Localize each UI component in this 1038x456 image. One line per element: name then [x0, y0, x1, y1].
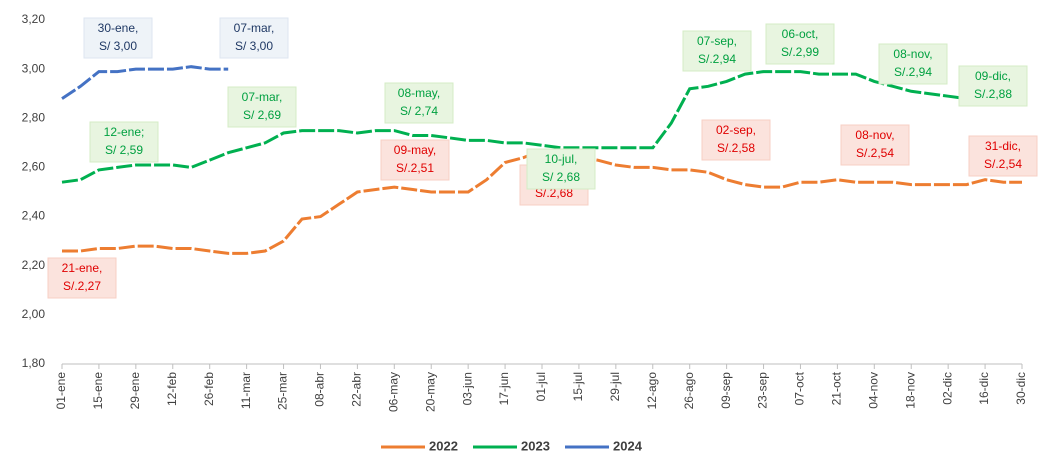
annotation-box: [219, 17, 289, 59]
annotation-text: S/.2,88: [974, 87, 1012, 101]
x-tick-label: 20-may: [423, 372, 437, 412]
y-tick-label: 2,00: [22, 307, 46, 321]
annotation-text: 21-ene,: [62, 261, 103, 275]
annotation-box: [765, 23, 835, 65]
annotation-text: S/.2,54: [984, 157, 1022, 171]
y-tick-label: 2,40: [22, 209, 46, 223]
series-line: [61, 70, 1022, 184]
annotation-text: 12-ene;: [104, 125, 145, 139]
annotation-text: 07-sep,: [697, 34, 737, 48]
annotation-box: [380, 139, 450, 181]
x-tick-label: 29-jul: [608, 372, 622, 401]
annotation-text: 10-jul,: [545, 152, 578, 166]
x-tick-label: 22-abr: [350, 372, 364, 407]
x-tick-label: 30-dic: [1014, 372, 1028, 405]
annotation-text: S/ 2,69: [243, 108, 281, 122]
annotation-box: [958, 65, 1028, 107]
series-line: [61, 65, 229, 100]
annotation-text: S/ 2,59: [105, 143, 143, 157]
x-tick-label: 06-may: [386, 372, 400, 412]
x-tick-label: 01-jul: [534, 372, 548, 401]
x-tick-label: 07-oct: [793, 371, 807, 405]
x-tick-label: 29-ene: [128, 372, 142, 410]
annotation-text: 02-sep,: [716, 123, 756, 137]
annotation-text: S/.2,94: [698, 52, 736, 66]
annotation-box: [526, 148, 596, 190]
annotation-text: S/.2,68: [535, 186, 573, 200]
annotation-box: [878, 43, 948, 85]
x-tick-label: 26-ago: [682, 372, 696, 410]
annotation-text: S/.2,51: [396, 161, 434, 175]
y-tick-label: 2,80: [22, 110, 46, 124]
annotation-box: [89, 121, 159, 163]
y-tick-label: 3,20: [22, 12, 46, 26]
x-tick-label: 02-dic: [940, 372, 954, 405]
x-tick-label: 12-ago: [645, 372, 659, 410]
annotation-box: [701, 119, 771, 161]
x-tick-label: 12-feb: [165, 372, 179, 406]
annotation-text: 08-may,: [398, 86, 440, 100]
x-tick-label: 23-sep: [756, 372, 770, 409]
legend-label: 2022: [429, 438, 458, 453]
x-tick-label: 11-mar: [239, 372, 253, 409]
annotation-text: 06-oct,: [782, 27, 819, 41]
annotation-text: 09-dic,: [975, 69, 1011, 83]
annotation-text: S/.2,58: [717, 141, 755, 155]
annotation-text: S/.2,94: [894, 65, 932, 79]
y-tick-label: 1,80: [22, 356, 46, 370]
x-tick-label: 16-dic: [977, 372, 991, 405]
annotation-box: [83, 17, 153, 59]
x-tick-label: 08-abr: [313, 372, 327, 407]
annotation-text: S/ 2,74: [400, 104, 438, 118]
annotation-text: S/ 3,00: [235, 39, 273, 53]
x-tick-label: 01-ene: [54, 372, 68, 410]
annotation-text: 07-mar,: [242, 90, 283, 104]
annotation-text: 09-may,: [394, 143, 436, 157]
x-tick-label: 26-feb: [202, 372, 216, 406]
annotation-text: S/.2,54: [856, 146, 894, 160]
annotation-text: S/.2,27: [63, 279, 101, 293]
annotation-text: S/ 3,00: [99, 39, 137, 53]
annotation-text: S/ 2,68: [542, 170, 580, 184]
annotation-box: [968, 135, 1038, 177]
annotation-text: S/.2,99: [781, 45, 819, 59]
x-tick-label: 21-oct: [830, 371, 844, 405]
x-tick-label: 18-nov: [903, 372, 917, 409]
annotation-box: [682, 30, 752, 72]
x-tick-label: 15-ene: [91, 372, 105, 410]
annotation-box: [840, 124, 910, 166]
x-tick-label: 15-jul: [571, 372, 585, 401]
x-tick-label: 17-jun: [497, 372, 511, 405]
annotation-box: [227, 86, 297, 128]
legend-label: 2024: [613, 438, 643, 453]
y-tick-label: 3,00: [22, 61, 46, 75]
annotation-text: 08-nov,: [893, 47, 932, 61]
annotation-box: [384, 82, 454, 124]
x-tick-label: 04-nov: [866, 372, 880, 409]
x-tick-label: 25-mar: [276, 372, 290, 410]
x-tick-label: 09-sep: [719, 372, 733, 409]
x-tick-label: 03-jun: [460, 372, 474, 405]
y-tick-label: 2,60: [22, 160, 46, 174]
annotation-text: 08-nov,: [855, 128, 894, 142]
legend-label: 2023: [521, 438, 550, 453]
annotation-text: 07-mar,: [234, 21, 275, 35]
annotation-text: 30-ene,: [98, 21, 139, 35]
annotation-box: [47, 257, 117, 299]
annotation-text: 31-dic,: [985, 139, 1021, 153]
y-tick-label: 2,20: [22, 258, 46, 272]
